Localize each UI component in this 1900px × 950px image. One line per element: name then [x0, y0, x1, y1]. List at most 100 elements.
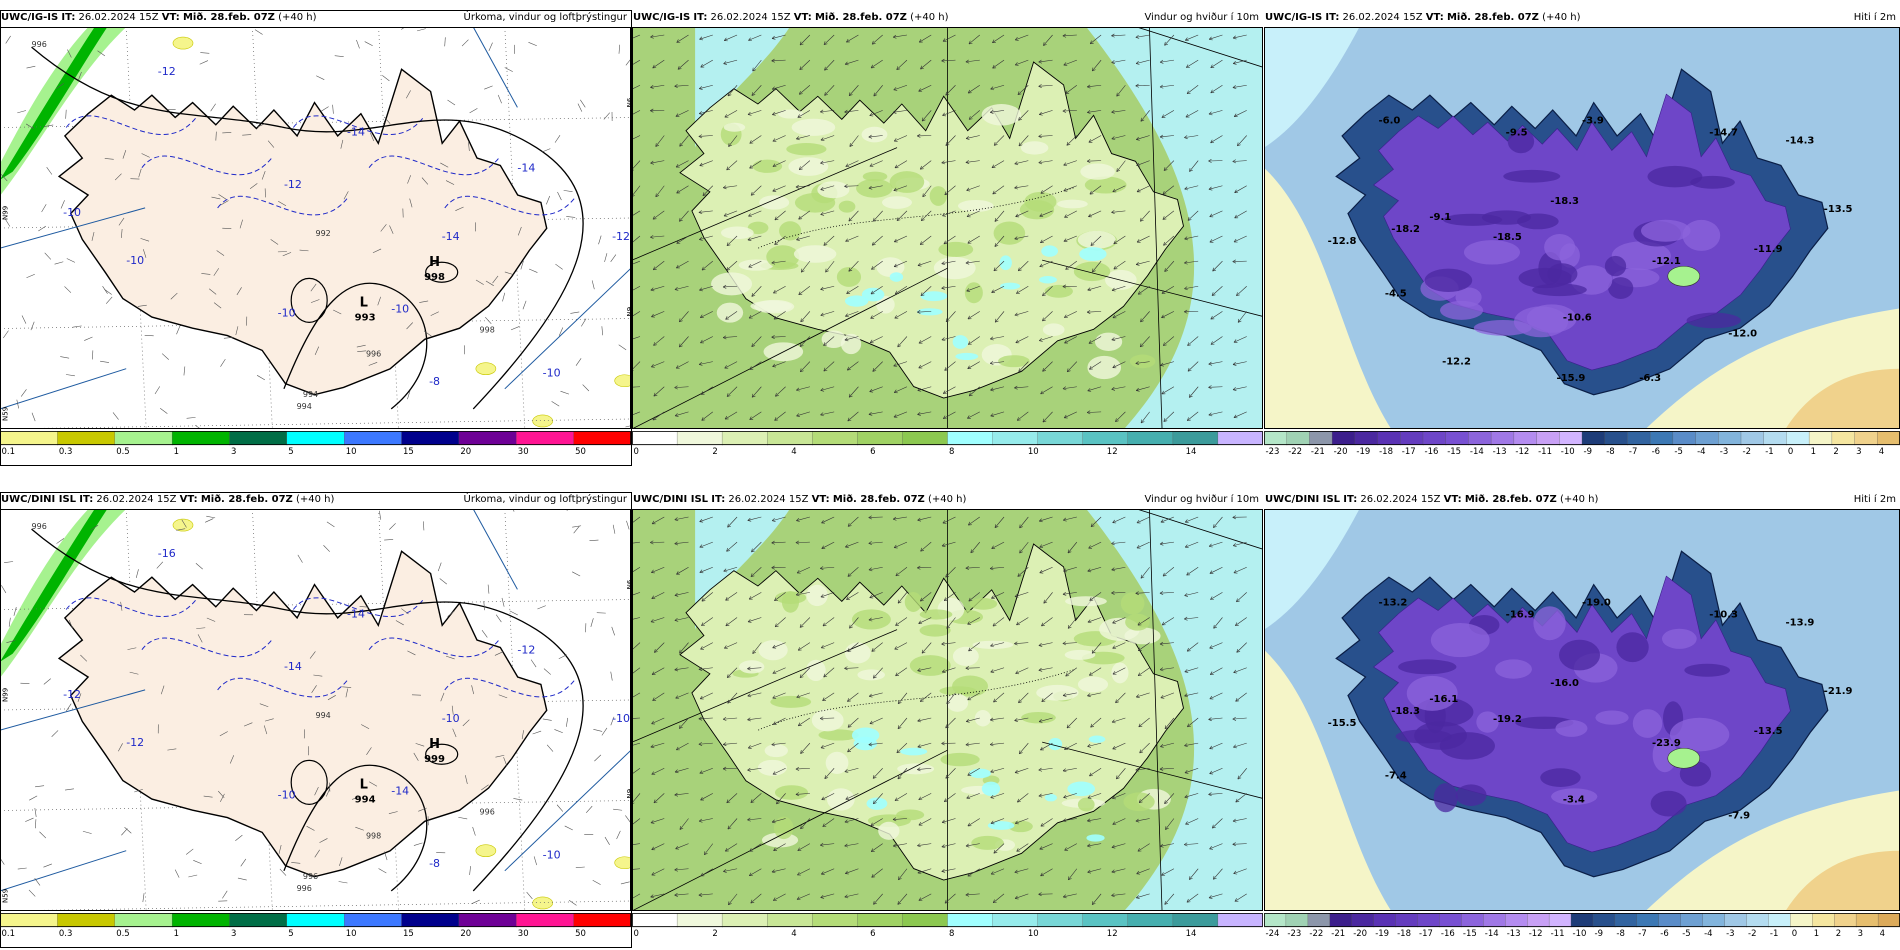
wind-arrow [1159, 641, 1174, 646]
map-area[interactable]: -16 -14 -14 -12 -12 -12 -10 -14 -10 -10 -8 -10 L 994 H… [0, 509, 631, 911]
wind-speed-patch [1094, 332, 1123, 352]
wind-arrow [799, 667, 811, 679]
temp-patch [1424, 268, 1473, 293]
wind-arrow [820, 135, 835, 141]
wind-arrow [1039, 110, 1053, 116]
wind-arrow [704, 843, 714, 856]
wind-arrow [1209, 566, 1223, 574]
wind-barb [44, 252, 52, 260]
wind-arrow [869, 717, 883, 725]
wind-barb [84, 336, 93, 341]
wind-arrow [702, 185, 714, 196]
wind-arrow [822, 617, 835, 627]
wind-speed-patch [993, 221, 1026, 245]
wind-barb [333, 309, 342, 315]
wind-arrow [1232, 818, 1247, 823]
wind-barb [332, 104, 334, 114]
wind-arrow [1038, 516, 1053, 523]
pressure-center-value: 994 [355, 794, 376, 805]
wind-arrow [1014, 311, 1029, 317]
temperature-value-label: -13.2 [1378, 597, 1407, 608]
colorbar-swatch [344, 912, 403, 928]
graticule-line [1149, 509, 1163, 911]
wind-barb [541, 148, 551, 153]
temperature-value-label: -7.9 [1728, 811, 1750, 822]
colorbar-swatch [458, 912, 517, 928]
wind-arrow [650, 893, 665, 899]
map-area[interactable]: -13.2 -16.9 -19.0 -10.3 -13.9 -16.1 -16.0 -15.5… [1264, 509, 1900, 911]
wind-arrow [1234, 893, 1247, 902]
wind-barb [72, 325, 82, 328]
wind-arrow [799, 34, 811, 46]
colorbar-tick-label: -12 [1529, 929, 1543, 939]
wind-arrow [1159, 767, 1174, 771]
wind-barb [471, 899, 480, 905]
map-area[interactable] [632, 509, 1263, 911]
wind-barb [229, 755, 235, 764]
temperature-value-label: -13.9 [1786, 618, 1815, 629]
wind-arrow [1139, 742, 1150, 754]
colorbar-tick-label: 4 [1879, 447, 1884, 457]
wind-arrow [674, 385, 689, 390]
wind-arrow [1237, 135, 1247, 147]
temp-contour [368, 637, 500, 658]
colorbar-swatch [1172, 912, 1219, 928]
wind-arrow [1016, 617, 1029, 626]
colorbar-swatch [1812, 912, 1835, 928]
map-area[interactable]: -6.0 -9.5 -3.9 -14.7 -14.3 -9.1 -18.3 -12.8 -18.… [1264, 27, 1900, 429]
colorbar-swatch [0, 430, 59, 446]
temp-patch [1647, 165, 1703, 188]
temp-contour [141, 637, 273, 658]
wind-barb [601, 727, 608, 736]
colorbar-swatch [1855, 912, 1879, 928]
colorbar-tick-label: 1 [174, 447, 179, 457]
wind-barb [589, 539, 599, 542]
wind-speed-patch [806, 659, 826, 682]
wind-arrow [1162, 185, 1175, 195]
pressure-contour-label: -8 [429, 375, 440, 388]
wind-arrow [944, 361, 956, 371]
wind-barb [364, 41, 373, 47]
wind-barb [129, 671, 139, 675]
wind-arrow [1160, 692, 1175, 699]
wind-arrow [727, 692, 738, 704]
wind-arrow [1137, 843, 1150, 852]
wind-barb [254, 29, 263, 35]
wind-arrow [674, 767, 689, 774]
wind-arrow [918, 336, 932, 344]
wind-barb [6, 640, 16, 643]
wind-barb [77, 693, 82, 702]
isobar [283, 282, 428, 410]
wind-arrow [892, 817, 907, 822]
wind-barb [65, 109, 67, 119]
wind-barb [249, 183, 258, 190]
vt-label: VT: [1425, 12, 1444, 23]
wind-barb [140, 238, 150, 242]
wind-arrow [1039, 566, 1053, 574]
wind-barb [551, 401, 560, 407]
colorbar-tick-label: 12 [1107, 447, 1118, 457]
wind-barb [462, 719, 470, 727]
wind-barb [546, 744, 554, 752]
wind-arrow [722, 742, 738, 747]
wind-barb [170, 292, 178, 300]
isobar [425, 743, 459, 765]
wind-arrow [1138, 717, 1150, 728]
colorbar-swatch [902, 430, 949, 446]
wind-arrow [698, 892, 713, 897]
map-area[interactable]: -12 -14 -12 -14 -10 -10 -10 -10 -12 -14 -8 -10 L 993 H… [0, 27, 631, 429]
wind-speed-patch [793, 245, 837, 263]
colorbar-swatch [1400, 430, 1424, 446]
colorbar-swatch [1614, 912, 1638, 928]
glacier-area [1667, 265, 1701, 287]
wind-barb [222, 890, 228, 899]
wind-arrow [1209, 843, 1223, 850]
colorbar-swatch [114, 912, 173, 928]
colorbar-swatch [1422, 430, 1447, 446]
wind-arrow [1014, 641, 1029, 646]
wind-arrow [820, 742, 835, 749]
colorbar-tick-label: 5 [288, 929, 293, 939]
map-area[interactable] [632, 27, 1263, 429]
wind-barb [259, 703, 269, 708]
colorbar-tick-label: 2 [712, 929, 717, 939]
